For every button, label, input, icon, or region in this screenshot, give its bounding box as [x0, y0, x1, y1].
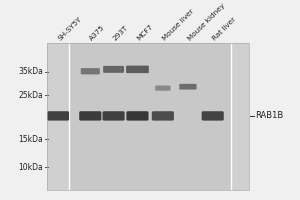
- FancyBboxPatch shape: [152, 111, 174, 121]
- FancyBboxPatch shape: [47, 111, 69, 121]
- Text: 15kDa: 15kDa: [19, 135, 44, 144]
- FancyBboxPatch shape: [81, 68, 100, 74]
- Text: SH-SY5Y: SH-SY5Y: [56, 16, 82, 42]
- FancyBboxPatch shape: [126, 111, 148, 121]
- Text: 35kDa: 35kDa: [19, 67, 44, 76]
- Text: 293T: 293T: [112, 25, 129, 42]
- FancyBboxPatch shape: [79, 111, 101, 121]
- FancyBboxPatch shape: [202, 111, 224, 121]
- Text: 25kDa: 25kDa: [19, 91, 44, 100]
- Text: Rat liver: Rat liver: [211, 17, 237, 42]
- Bar: [47, 43, 69, 190]
- Bar: [231, 43, 248, 190]
- Text: Mouse liver: Mouse liver: [161, 8, 195, 42]
- Text: A375: A375: [89, 24, 106, 42]
- Text: Mouse kidney: Mouse kidney: [186, 3, 226, 42]
- FancyBboxPatch shape: [103, 111, 124, 121]
- FancyBboxPatch shape: [103, 66, 124, 73]
- Bar: [69, 43, 231, 190]
- FancyBboxPatch shape: [179, 84, 197, 90]
- FancyBboxPatch shape: [126, 66, 149, 73]
- Text: RAB1B: RAB1B: [255, 111, 284, 120]
- Bar: [47, 43, 248, 190]
- Text: 10kDa: 10kDa: [19, 163, 44, 172]
- Text: MCF7: MCF7: [136, 24, 154, 42]
- FancyBboxPatch shape: [155, 86, 170, 91]
